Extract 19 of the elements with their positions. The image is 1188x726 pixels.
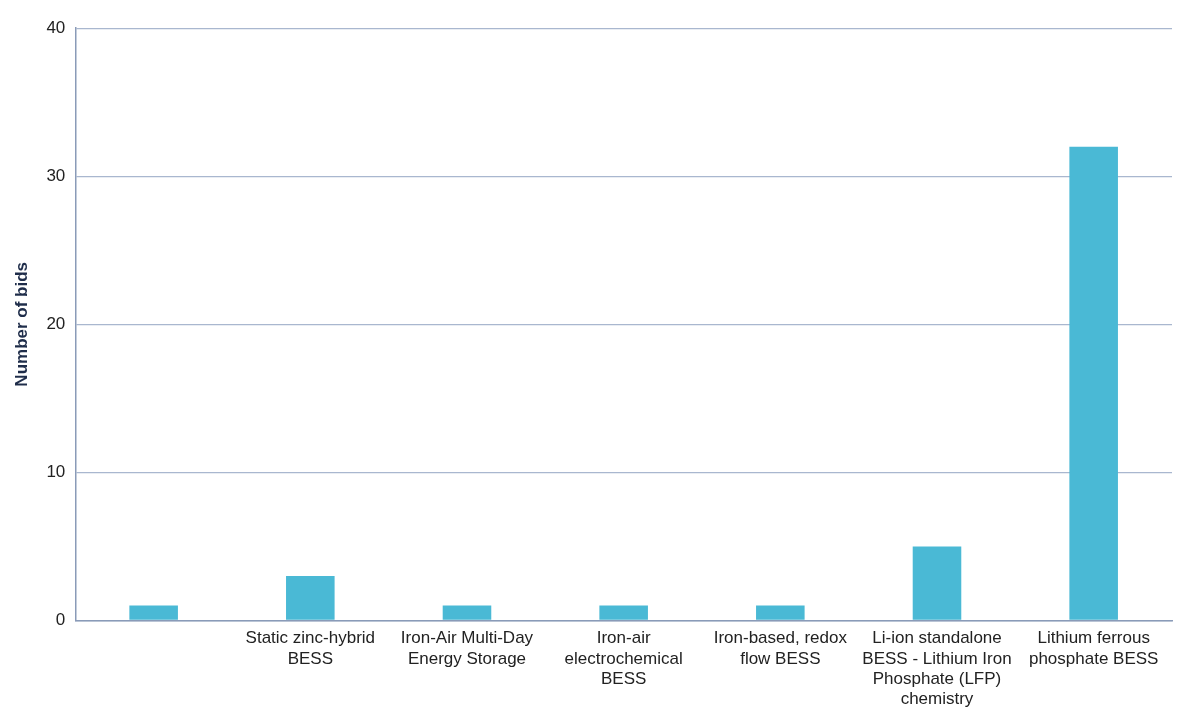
x-tick-label: Iron-air electrochemical BESS	[564, 628, 683, 689]
bar	[129, 605, 178, 620]
x-tick-label: Iron-Air Multi-Day Energy Storage	[400, 628, 534, 668]
bar	[1069, 146, 1118, 620]
x-tick-label: Static zinc-hybrid BESS	[245, 628, 376, 668]
bar	[912, 546, 962, 620]
y-axis-title: Number of bids	[11, 261, 31, 387]
y-tick-label: 20	[46, 313, 66, 333]
y-tick-label: 30	[46, 165, 66, 185]
bar	[599, 605, 648, 620]
y-tick-label: 40	[46, 17, 66, 37]
bar	[442, 605, 492, 620]
x-tick-label: Iron-based, redox flow BESS	[713, 628, 848, 668]
y-tick-label: 10	[46, 462, 66, 482]
x-tick-label: Li-ion standalone BESS - Lithium Iron Phosphate (LFP) chemistry	[862, 628, 1012, 709]
bar	[286, 575, 335, 620]
bar	[756, 605, 805, 620]
x-tick-label: Lithium ferrous phosphate BESS	[1028, 628, 1159, 668]
y-tick-label: 0	[55, 610, 66, 630]
